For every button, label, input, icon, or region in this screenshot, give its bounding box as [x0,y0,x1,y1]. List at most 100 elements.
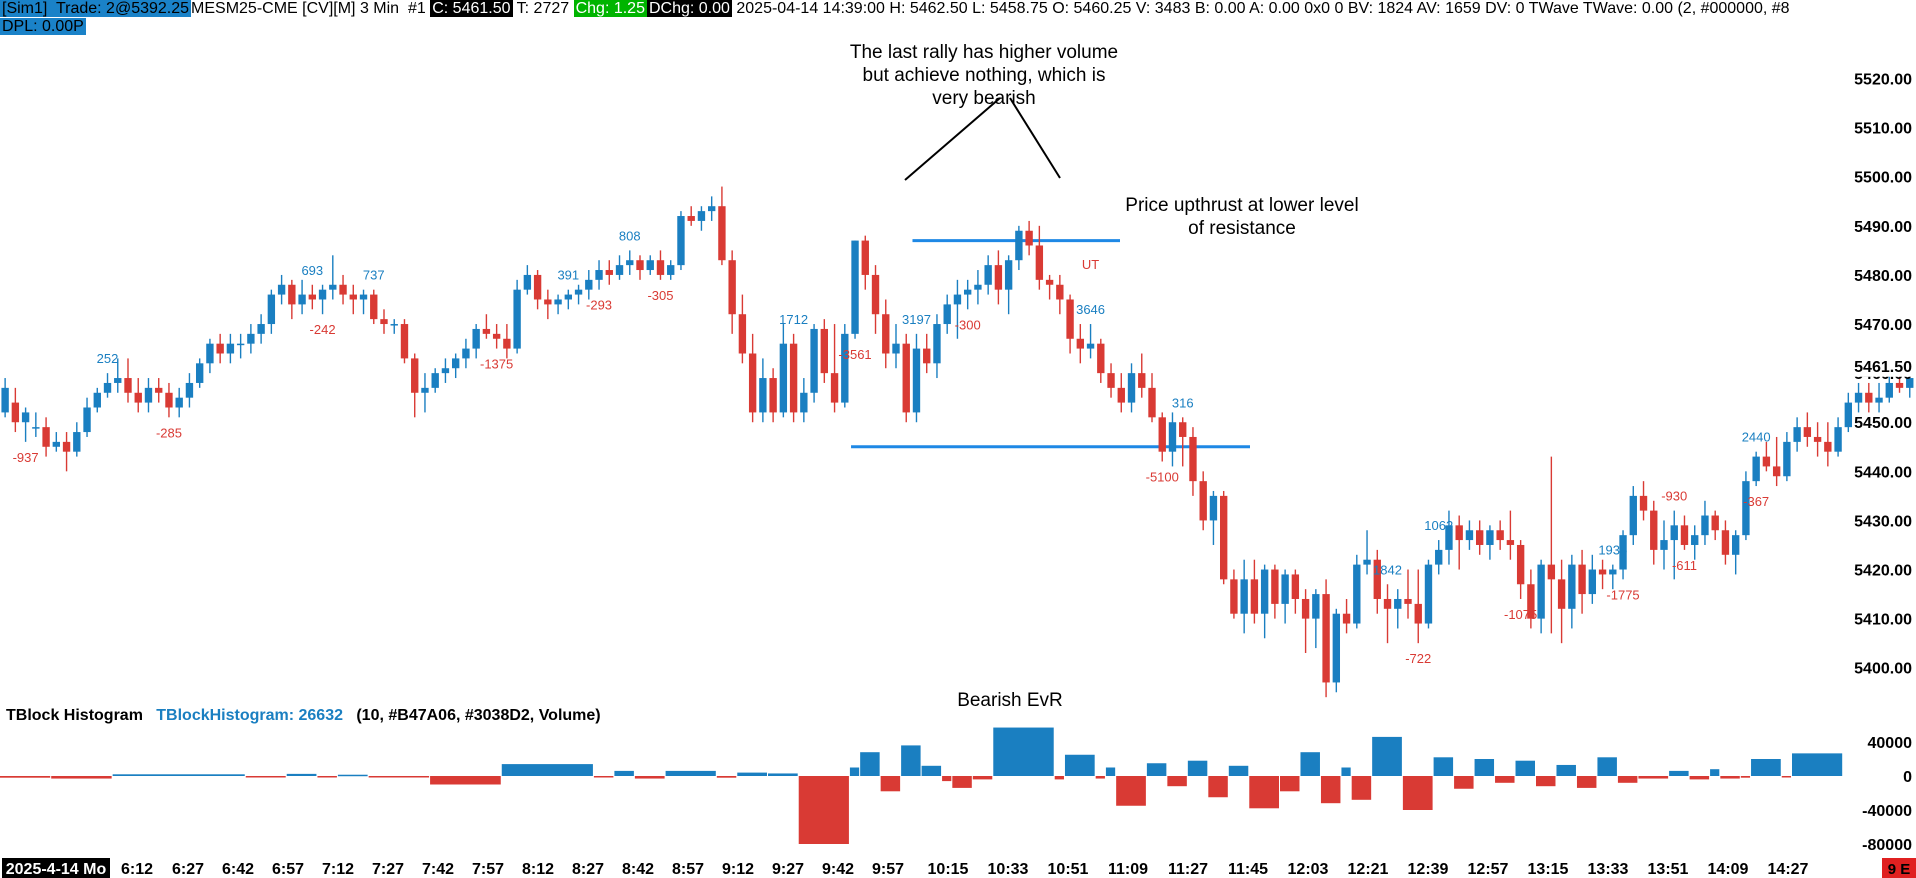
candle-body [789,343,798,413]
histogram-block [1402,776,1433,810]
swing-label: -242 [310,322,336,337]
candle [1168,412,1177,467]
histogram-block [1105,767,1116,776]
candle-body [339,284,347,295]
candle-body [124,378,132,393]
candle [1199,471,1207,531]
candle [1588,554,1597,604]
histogram-block [1751,759,1781,776]
candle-body [1066,299,1074,339]
time-tick: 8:27 [572,861,604,878]
candle [994,250,1003,305]
time-tick: 6:42 [222,861,254,878]
histogram-block [1341,767,1351,776]
bar-stats: 2025-04-14 14:39:00 H: 5462.50 L: 5458.7… [736,0,1790,17]
candle-body [1445,525,1453,550]
candle-body [1179,422,1187,437]
candle-body [1363,559,1371,565]
candle [1250,559,1259,624]
candle [1312,589,1320,649]
time-tick: 13:15 [1528,861,1569,878]
swing-label: -930 [1661,489,1687,504]
candle-body [1547,564,1556,580]
candle [697,206,706,231]
candle-body [1353,564,1361,624]
candle-body [42,427,50,447]
candle [339,274,347,305]
candle-body [1742,481,1750,536]
candle [789,333,798,423]
candle-body [1619,535,1627,570]
candle-body [605,270,613,275]
histogram-block [614,770,634,776]
candle [503,324,511,359]
candle [974,270,982,305]
candle-body [503,338,511,349]
candle [1578,549,1586,614]
histogram-value: TBlockHistogram: 26632 [156,707,343,724]
candle-body [1557,579,1566,609]
candle [1035,225,1044,290]
candle-body [667,265,675,275]
candle [871,265,880,334]
candle [830,324,839,413]
candle-body [830,373,839,403]
candle-body [441,368,450,374]
candle [62,432,71,472]
time-tick: 6:57 [272,861,304,878]
candle-body [1158,417,1166,452]
candle-body [318,289,327,300]
candle [933,314,941,379]
candle-body [1383,598,1392,609]
candle [1660,520,1668,570]
candle-body [482,328,491,334]
account-badge[interactable]: [Sim1] Trade: 2@5392.25 [0,0,192,17]
histogram-block [768,773,798,776]
candle-body [380,319,388,325]
candle-body [1865,392,1873,403]
time-tick: 9:57 [872,861,904,878]
histogram-block [849,767,860,776]
candle-body [1219,495,1228,580]
price-tick: 5520.00 [1854,72,1912,89]
candle [472,324,480,359]
candle [1097,338,1105,383]
candle-body [288,284,296,305]
histogram-block [368,776,430,778]
symbol-label[interactable]: MESM25-CME [CV][M] [191,0,356,17]
histogram-block [1167,776,1187,787]
candle [451,353,460,379]
candle [769,368,777,423]
histogram-block [634,776,665,779]
interval-label[interactable]: 3 Min [359,0,400,17]
candle [1691,525,1699,560]
candle-body [236,343,245,346]
swing-label: 1842 [1373,562,1402,577]
histogram-block [1536,776,1556,787]
candle-body [841,333,849,403]
time-tick: 12:57 [1468,861,1509,878]
candle [923,333,931,374]
candle-body [923,348,931,364]
candle-body [277,284,286,295]
candle [636,255,644,280]
candle [574,284,583,305]
candle [1772,436,1781,487]
candle-body [247,333,255,344]
price-tick: 5450.00 [1854,415,1912,432]
candle-body [1025,230,1033,246]
histogram-block [0,776,51,778]
candle-body [1435,549,1443,565]
last-price-box [1834,354,1914,377]
time-tick: 7:57 [472,861,504,878]
candle [943,294,951,334]
candle-body [1015,230,1023,261]
candle [882,299,890,369]
candle-body [1107,373,1115,388]
swing-label: -611 [1672,558,1697,573]
rally-volume-note: The last rally has higher volume but ach… [849,42,1119,109]
candle [1179,417,1187,467]
candle-body [1660,540,1668,550]
candle-body [462,348,470,359]
candle-body [298,294,306,305]
